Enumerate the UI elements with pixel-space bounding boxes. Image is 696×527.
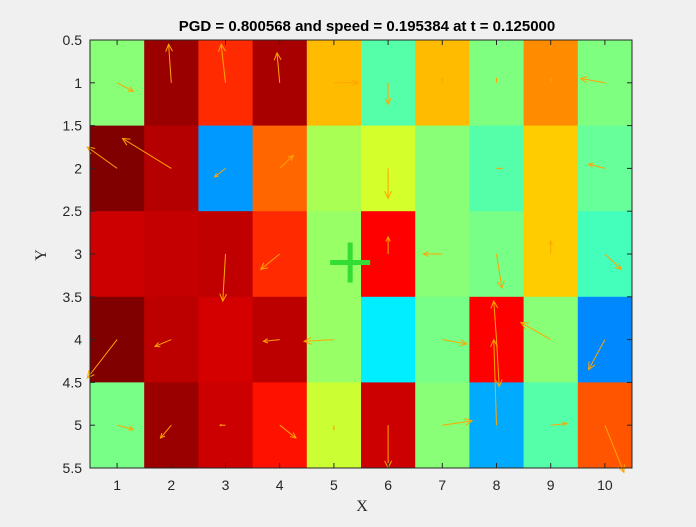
heatmap-cell [577,40,633,127]
y-tick-label: 5 [74,417,82,433]
heatmap-cell [577,125,633,212]
heatmap-cell [523,125,579,212]
x-tick-label: 4 [276,477,284,493]
heatmap-cell [252,40,308,127]
vector-arrows [86,43,625,474]
x-tick-label: 7 [438,477,446,493]
y-tick-label: 1 [74,75,82,91]
x-axis-label: X [356,498,368,515]
x-tick-label: 5 [330,477,338,493]
heatmap-cell [306,211,362,298]
x-tick-label: 8 [493,477,501,493]
heatmap-cell [144,40,199,127]
position-marker [330,242,371,283]
vector-arrow [302,336,334,345]
vector-arrow [86,339,118,380]
vector-arrow [159,424,172,439]
x-tick-label: 1 [113,477,121,493]
vector-arrow [422,251,443,257]
y-tick-label: 0.5 [63,32,83,48]
vector-arrow [496,253,505,290]
vector-arrow [441,77,444,83]
heatmap-cell [469,40,525,127]
vector-arrow [587,162,606,169]
vector-arrow [384,168,393,200]
vector-arrow [262,338,280,344]
y-tick-label: 1.5 [63,118,83,134]
heatmap-cell [252,211,308,298]
vector-arrow [218,43,226,83]
vector-arrow [259,253,281,271]
heatmap-cell [198,125,254,212]
vector-arrow [519,321,551,341]
vector-arrow [548,240,553,254]
x-axis-ticks: 1 2 3 4 5 6 7 8 9 10 [113,40,613,493]
vector-arrow [279,154,295,169]
y-tick-label: 3.5 [63,289,83,305]
y-tick-label: 2 [74,160,82,176]
vector-arrow [153,339,172,348]
y-tick-label: 4.5 [63,374,83,390]
vector-arrow [384,82,392,106]
heatmap-cell [361,296,416,383]
heatmap-cell [198,296,254,383]
vector-arrow [604,253,622,271]
x-tick-label: 2 [167,477,175,493]
heatmap-cell [415,125,470,212]
vector-arrow [494,339,503,388]
vector-arrow [165,43,174,83]
y-axis-label: Y [33,249,50,261]
heatmap-cell [90,211,145,298]
vector-arrow [116,82,135,92]
vector-arrow [549,77,552,83]
vector-arrow [116,424,135,431]
x-tick-label: 3 [222,477,230,493]
heatmap-cell [198,40,254,127]
heatmap-cell [523,296,579,383]
vector-arrow [385,235,391,254]
vector-arrow [604,425,625,474]
heatmap-cell [144,125,199,212]
heatmap-cells [90,40,633,469]
vector-arrow [273,51,282,83]
vector-arrow [442,418,474,426]
y-axis-ticks: 0.5 1 1.5 2 2.5 3 3.5 4 4.5 5 5.5 [63,32,632,476]
heatmap-cell [306,125,362,212]
x-tick-label: 10 [597,477,613,493]
vector-arrow [213,168,226,178]
heatmap-cell [144,296,199,383]
vector-arrow [490,299,499,340]
vector-arrow [219,253,228,303]
heatmap-cell [144,211,199,298]
x-tick-label: 9 [547,477,555,493]
chart-title: PGD = 0.800568 and speed = 0.195384 at t… [179,18,556,35]
heatmap-cell [198,382,254,469]
y-tick-label: 3 [74,246,82,262]
heatmap-cell [469,382,525,469]
vector-arrow [496,167,504,170]
y-tick-label: 4 [74,332,82,348]
vector-arrow [333,79,360,87]
heatmap-cell [306,296,362,383]
vector-arrow [332,425,335,431]
vector-arrow [588,339,606,371]
y-tick-label: 5.5 [63,460,83,476]
vector-arrow [490,338,498,426]
y-tick-label: 2.5 [63,203,83,219]
vector-arrow [550,421,569,427]
heatmap-cell [523,40,579,127]
heatmap-cell [252,296,308,383]
vector-arrow [121,137,172,169]
vector-arrow [442,339,468,347]
heatmap-cell [90,125,145,212]
heatmap-cell [361,211,416,298]
x-tick-label: 6 [384,477,392,493]
heatmap-cell [415,40,470,127]
heatmap-cell [523,211,579,298]
vector-arrow [579,76,605,84]
vector-arrow [218,424,226,427]
vector-arrow [495,77,498,83]
vector-arrow [279,424,297,439]
